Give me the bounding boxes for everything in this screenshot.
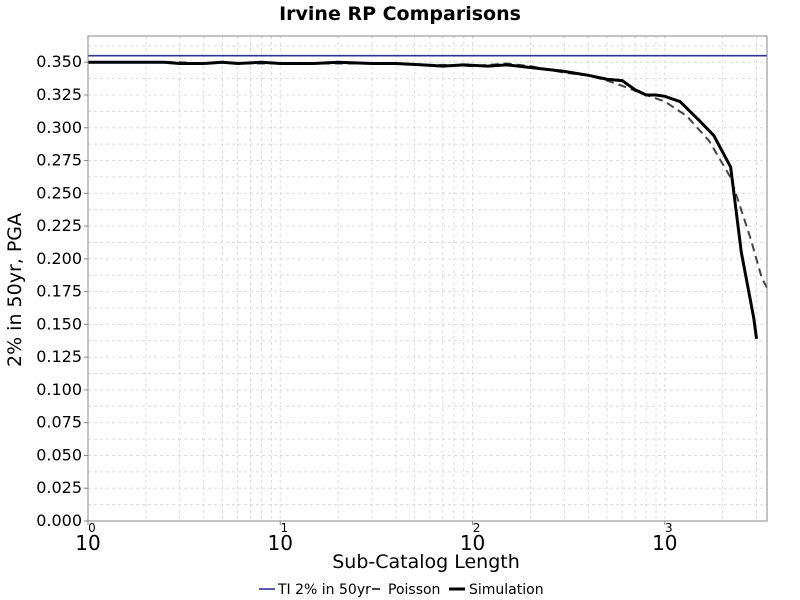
y-tick-label: 0.275 xyxy=(36,151,82,170)
y-tick-label: 0.150 xyxy=(36,314,82,333)
y-axis-label: 2% in 50yr, PGA xyxy=(4,213,26,367)
legend: TI 2% in 50yr Poisson Simulation xyxy=(259,582,544,598)
legend-label: Simulation xyxy=(469,582,544,598)
y-tick-label: 0.125 xyxy=(36,347,82,366)
y-tick-label: 0.325 xyxy=(36,85,82,104)
legend-label: Poisson xyxy=(388,582,440,598)
y-tick-label: 0.200 xyxy=(36,249,82,268)
plot-area-frame xyxy=(87,35,768,522)
x-tick-base: 10 xyxy=(652,531,677,555)
y-tick-label: 0.000 xyxy=(36,511,82,530)
x-tick-exponent: 2 xyxy=(473,521,481,535)
y-tick-label: 0.050 xyxy=(36,445,82,464)
x-axis-label: Sub-Catalog Length xyxy=(332,551,520,573)
x-tick-exponent: 1 xyxy=(280,521,288,535)
x-tick-base: 10 xyxy=(75,531,100,555)
y-tick-label: 0.025 xyxy=(36,478,82,497)
x-tick-base: 10 xyxy=(460,531,485,555)
legend-label: TI 2% in 50yr xyxy=(277,582,371,598)
x-tick-base: 10 xyxy=(268,531,293,555)
y-tick-label: 0.250 xyxy=(36,183,82,202)
x-tick-exponent: 0 xyxy=(88,521,96,535)
chart-title: Irvine RP Comparisons xyxy=(279,3,521,25)
y-tick-label: 0.100 xyxy=(36,380,82,399)
y-tick-label: 0.350 xyxy=(36,52,82,71)
y-tick-label: 0.175 xyxy=(36,282,82,301)
y-tick-label: 0.225 xyxy=(36,216,82,235)
grid xyxy=(87,36,767,522)
x-tick-exponent: 3 xyxy=(665,521,673,535)
y-tick-label: 0.075 xyxy=(36,413,82,432)
plot-area-lines xyxy=(88,54,768,340)
y-tick-labels: 0.000 0.025 0.050 0.075 0.100 0.125 0.150 0.175… xyxy=(36,52,88,530)
series-line-simulation xyxy=(88,60,759,340)
y-tick-label: 0.300 xyxy=(36,118,82,137)
